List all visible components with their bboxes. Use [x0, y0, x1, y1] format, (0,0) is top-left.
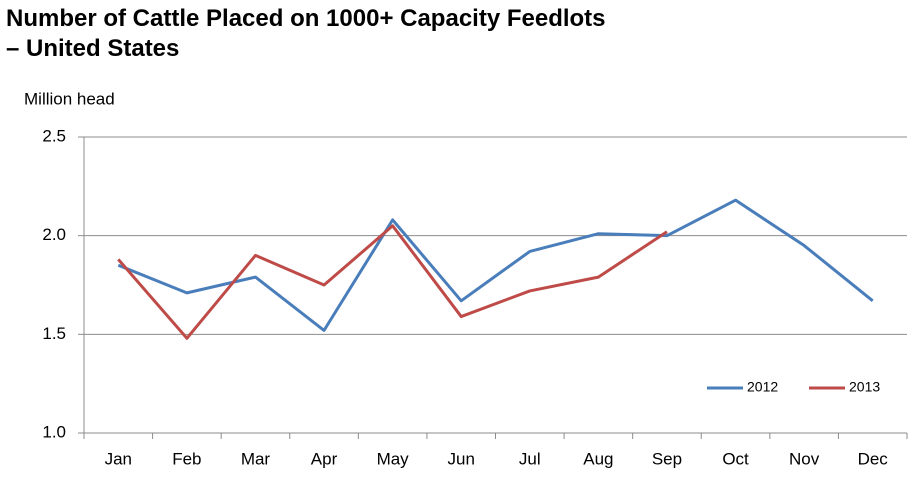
- x-tick-label: Jun: [447, 449, 474, 468]
- legend-label: 2013: [849, 379, 880, 395]
- legend-label: 2012: [747, 379, 778, 395]
- x-tick-label: Jul: [519, 449, 541, 468]
- y-tick-label: 2.5: [42, 126, 66, 145]
- chart-title: Number of Cattle Placed on 1000+ Capacit…: [6, 5, 606, 62]
- y-tick-label: 2.0: [42, 225, 66, 244]
- y-axis-label: Million head: [24, 89, 115, 108]
- x-tick-label: Jan: [105, 449, 132, 468]
- x-tick-label: Feb: [172, 449, 201, 468]
- line-series: [117, 198, 874, 332]
- x-tick-label: Aug: [583, 449, 613, 468]
- x-tick-label: May: [377, 449, 410, 468]
- x-tick-label: Dec: [858, 449, 889, 468]
- x-tick-label: Apr: [311, 449, 338, 468]
- x-tick-label: Sep: [652, 449, 682, 468]
- x-tick-label: Nov: [789, 449, 820, 468]
- x-tick-label: Mar: [241, 449, 271, 468]
- y-tick-label: 1.5: [42, 324, 66, 343]
- line-series: [117, 224, 668, 340]
- y-tick-label: 1.0: [42, 422, 66, 441]
- x-tick-label: Oct: [722, 449, 749, 468]
